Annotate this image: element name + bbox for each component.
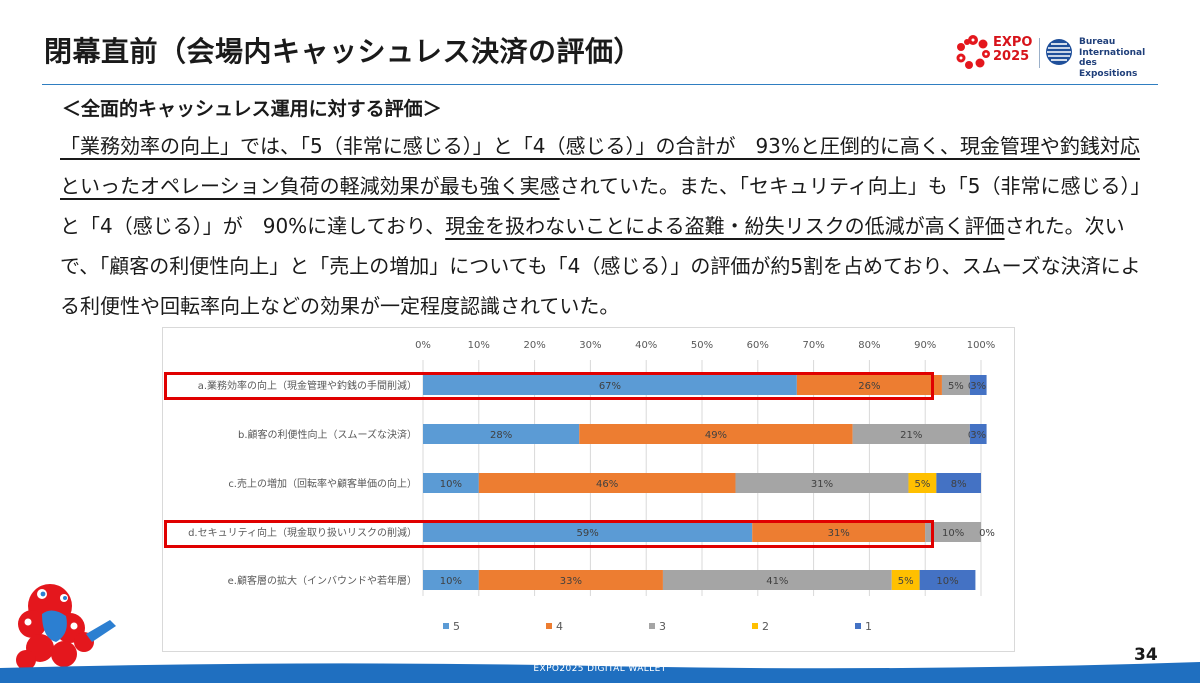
bar-segment — [423, 473, 479, 493]
data-label: 33% — [560, 576, 582, 587]
x-tick-label: 70% — [802, 340, 824, 351]
category-label: b.顧客の利便性向上（スムーズな決済） — [238, 428, 417, 441]
bar-segment — [423, 424, 580, 444]
logo-divider — [1039, 38, 1040, 68]
legend-label: 1 — [865, 620, 872, 633]
bar-segment — [478, 473, 736, 493]
slide-subtitle: ＜全面的キャッシュレス運用に対する評価＞ — [62, 98, 442, 120]
data-label: 28% — [490, 430, 512, 441]
x-tick-label: 90% — [914, 340, 936, 351]
summary-underlined-3: 現金を扱わないことによる盗難・紛失リスクの低減が高く評価 — [445, 214, 1005, 238]
category-label: e.顧客層の拡大（インバウンドや若年層） — [228, 574, 417, 587]
bar-segment — [941, 375, 970, 395]
x-tick-label: 60% — [747, 340, 769, 351]
data-label: 46% — [596, 479, 618, 490]
data-label: 10% — [440, 576, 462, 587]
bar-segment — [919, 570, 976, 590]
x-tick-label: 40% — [635, 340, 657, 351]
bar-segment — [423, 375, 797, 395]
bie-logo-line3: des Expositions — [1079, 58, 1138, 79]
bie-logo-line2: International — [1079, 47, 1146, 58]
x-tick-label: 20% — [523, 340, 545, 351]
data-label: 5% — [898, 576, 914, 587]
category-label: d.セキュリティ向上（現金取り扱いリスクの削減） — [188, 526, 417, 539]
bie-logo-line1: Bureau — [1079, 37, 1116, 47]
summary-text-2: されていた。また、「セキュリティ向上」も「5（非常に感じる）」と「4（感じる）」… — [60, 174, 1141, 238]
legend-label: 4 — [556, 620, 563, 633]
summary-text-4: された。次いで、「顧客の利便性向上」と「売上の増加」についても「4（感じる）」の… — [60, 214, 1141, 318]
expo-logo-text: EXPO 2025 — [993, 36, 1032, 64]
legend-label: 3 — [659, 620, 666, 633]
bar-segment — [796, 375, 942, 395]
data-label: 10% — [440, 479, 462, 490]
mascot-character-icon — [16, 584, 116, 670]
legend-swatch — [752, 623, 758, 629]
title-divider — [42, 84, 1158, 85]
evaluation-chart: 0% 10% 20% 30% 40% 50% 60% 70% 80% 90% 100% a.業務効率の… — [162, 327, 1015, 652]
x-tick-label: 80% — [858, 340, 880, 351]
data-label: 59% — [576, 528, 598, 539]
bar-segment — [891, 570, 920, 590]
bar-segment — [735, 473, 909, 493]
data-label: 41% — [766, 576, 788, 587]
page-number: 34 — [1134, 645, 1158, 665]
expo-logo-icon — [956, 35, 990, 69]
x-tick-label: 100% — [967, 340, 996, 351]
summary-paragraph: 「業務効率の向上」では、「5（非常に感じる）」と「4（感じる）」の合計が 93%… — [60, 126, 1150, 326]
bar-segment — [752, 522, 926, 542]
bar-segment — [662, 570, 892, 590]
logo-group: EXPO 2025 Bureau International des Expos… — [955, 34, 1155, 79]
data-label: 5% — [948, 381, 964, 392]
data-label: 49% — [705, 430, 727, 441]
legend-label: 5 — [453, 620, 460, 633]
bar-segment — [969, 424, 987, 444]
data-label: 3% — [970, 381, 986, 392]
summary-underlined-1: 「業務効率の向上」では、「5（非常に感じる）」と「4（感じる）」の合計が 93%… — [60, 134, 1140, 198]
x-tick-label: 50% — [691, 340, 713, 351]
legend-swatch — [649, 623, 655, 629]
stacked-bar-chart: 0% 10% 20% 30% 40% 50% 60% 70% 80% 90% 100%a.業務効率の… — [188, 340, 996, 633]
bie-globe-icon — [1046, 39, 1072, 65]
bar-segment — [936, 473, 981, 493]
bar-segment — [478, 570, 663, 590]
data-label: 31% — [828, 528, 850, 539]
expo-logo-line1: EXPO — [993, 35, 1033, 50]
data-label: 67% — [599, 381, 621, 392]
category-label: c.売上の増加（回転率や顧客単価の向上） — [228, 477, 417, 490]
data-label: 8% — [951, 479, 967, 490]
slide-title: 閉幕直前（会場内キャッシュレス決済の評価） — [44, 35, 642, 68]
highlight-box-security — [164, 520, 934, 548]
bar-segment — [852, 424, 970, 444]
bar-segment — [423, 570, 479, 590]
x-tick-label: 10% — [468, 340, 490, 351]
data-label: 26% — [858, 381, 880, 392]
bar-segment — [925, 522, 981, 542]
footer-label: EXPO2025 DIGITAL WALLET — [533, 664, 667, 674]
bar-segment — [423, 522, 753, 542]
legend-swatch — [546, 623, 552, 629]
data-label: 21% — [900, 430, 922, 441]
legend-label: 2 — [762, 620, 769, 633]
bie-logo-text: Bureau International des Expositions — [1079, 37, 1155, 79]
data-label: 0% — [979, 528, 995, 539]
bar-segment — [908, 473, 937, 493]
highlight-box-efficiency — [164, 372, 934, 400]
legend-swatch — [443, 623, 449, 629]
x-tick-label: 0% — [415, 340, 431, 351]
footer-band — [0, 662, 1200, 683]
category-label: a.業務効率の向上（現金管理や釣銭の手間削減） — [198, 379, 417, 392]
data-label: 3% — [970, 430, 986, 441]
data-label: 31% — [811, 479, 833, 490]
x-tick-label: 30% — [579, 340, 601, 351]
data-label: 10% — [936, 576, 958, 587]
data-label: 10% — [942, 528, 964, 539]
legend-swatch — [855, 623, 861, 629]
expo-logo-line2: 2025 — [993, 49, 1030, 64]
data-label: 5% — [914, 479, 930, 490]
bar-segment — [579, 424, 853, 444]
bar-segment — [969, 375, 987, 395]
